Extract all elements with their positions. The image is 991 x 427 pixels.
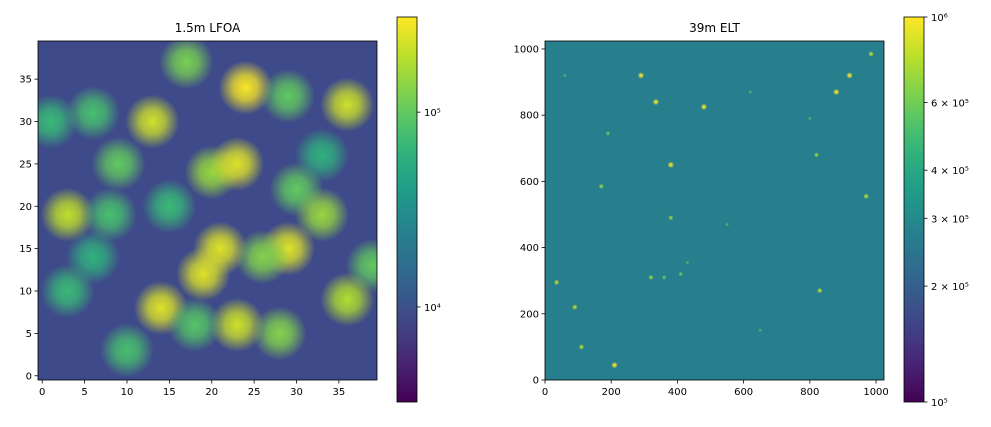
y-tick-label: 15 [19, 244, 32, 255]
x-tick-label: 0 [39, 387, 45, 398]
source [82, 187, 138, 242]
source [816, 287, 823, 294]
y-tick-label: 200 [520, 309, 539, 320]
source [813, 152, 820, 158]
source [65, 229, 121, 285]
colorbar-tick-label: 10⁴ [424, 303, 441, 314]
source [99, 323, 155, 378]
axes-frame [37, 40, 378, 381]
source [252, 306, 307, 361]
colorbar [396, 16, 418, 403]
x-tick-label: 35 [332, 387, 345, 398]
colorbar-tick-label: 3 × 10⁵ [931, 214, 969, 225]
y-tick-label: 5 [26, 329, 32, 340]
colorbar-tick-label: 10⁶ [931, 13, 948, 24]
x-tick-label: 0 [542, 387, 548, 398]
y-tick-label: 1000 [514, 44, 539, 55]
y-tick-label: 0 [533, 376, 539, 387]
source [648, 274, 654, 280]
source [846, 72, 853, 79]
x-tick-label: 400 [668, 387, 687, 398]
source [38, 94, 78, 149]
x-tick-label: 30 [290, 387, 303, 398]
x-tick-label: 5 [81, 387, 87, 398]
x-tick-label: 1000 [863, 387, 888, 398]
image-background [545, 41, 884, 380]
y-tick-label: 25 [19, 159, 32, 170]
source [159, 41, 214, 90]
source [833, 88, 840, 96]
image-sources [38, 41, 377, 378]
y-tick-label: 35 [19, 75, 32, 86]
source [700, 103, 708, 111]
y-tick-label: 0 [26, 371, 32, 382]
chart-title: 39m ELT [689, 21, 740, 35]
x-tick-label: 20 [205, 387, 218, 398]
source [598, 183, 604, 189]
source [758, 328, 763, 333]
source [678, 271, 684, 277]
x-tick-label: 15 [163, 387, 176, 398]
source [260, 68, 316, 124]
x-tick-label: 200 [602, 387, 621, 398]
source [167, 297, 222, 353]
source [571, 304, 578, 310]
source [294, 187, 350, 242]
source [578, 344, 585, 350]
source [605, 131, 611, 136]
y-tick-label: 20 [19, 202, 32, 213]
source [218, 60, 273, 115]
source [807, 116, 812, 121]
source [294, 128, 350, 183]
y-tick-label: 800 [520, 111, 539, 122]
colorbar [903, 16, 925, 403]
source [65, 85, 121, 141]
source [210, 297, 265, 353]
source [320, 77, 375, 132]
colorbar-tick-label: 10⁵ [424, 108, 441, 119]
source [562, 73, 567, 78]
source [661, 275, 667, 280]
source [125, 94, 180, 149]
source [40, 187, 95, 242]
source [611, 361, 618, 369]
source [725, 222, 730, 227]
source [210, 136, 265, 192]
colorbar-tick-label: 2 × 10⁵ [931, 282, 969, 293]
colorbar-tick-label: 6 × 10⁵ [931, 98, 969, 109]
source [637, 72, 645, 79]
source [868, 51, 874, 57]
colorbar-tick-label: 4 × 10⁵ [931, 166, 969, 177]
source [142, 179, 197, 234]
source [668, 215, 674, 221]
source [235, 229, 290, 285]
source [176, 246, 231, 302]
x-tick-label: 10 [121, 387, 134, 398]
source [667, 161, 675, 169]
chart-title: 1.5m LFOA [175, 21, 241, 35]
source [685, 260, 690, 265]
source [91, 136, 146, 192]
source [320, 272, 375, 327]
x-tick-label: 25 [248, 387, 261, 398]
source [748, 89, 753, 94]
y-tick-label: 400 [520, 243, 539, 254]
source [652, 98, 660, 106]
y-tick-label: 30 [19, 117, 32, 128]
source [553, 279, 560, 286]
image-sources [553, 51, 874, 369]
axes-frame [544, 40, 885, 381]
source [863, 193, 869, 200]
y-tick-label: 10 [19, 287, 32, 298]
x-tick-label: 800 [800, 387, 819, 398]
colorbar-tick-label: 10⁵ [931, 398, 948, 409]
y-tick-label: 600 [520, 177, 539, 188]
x-tick-label: 600 [734, 387, 753, 398]
